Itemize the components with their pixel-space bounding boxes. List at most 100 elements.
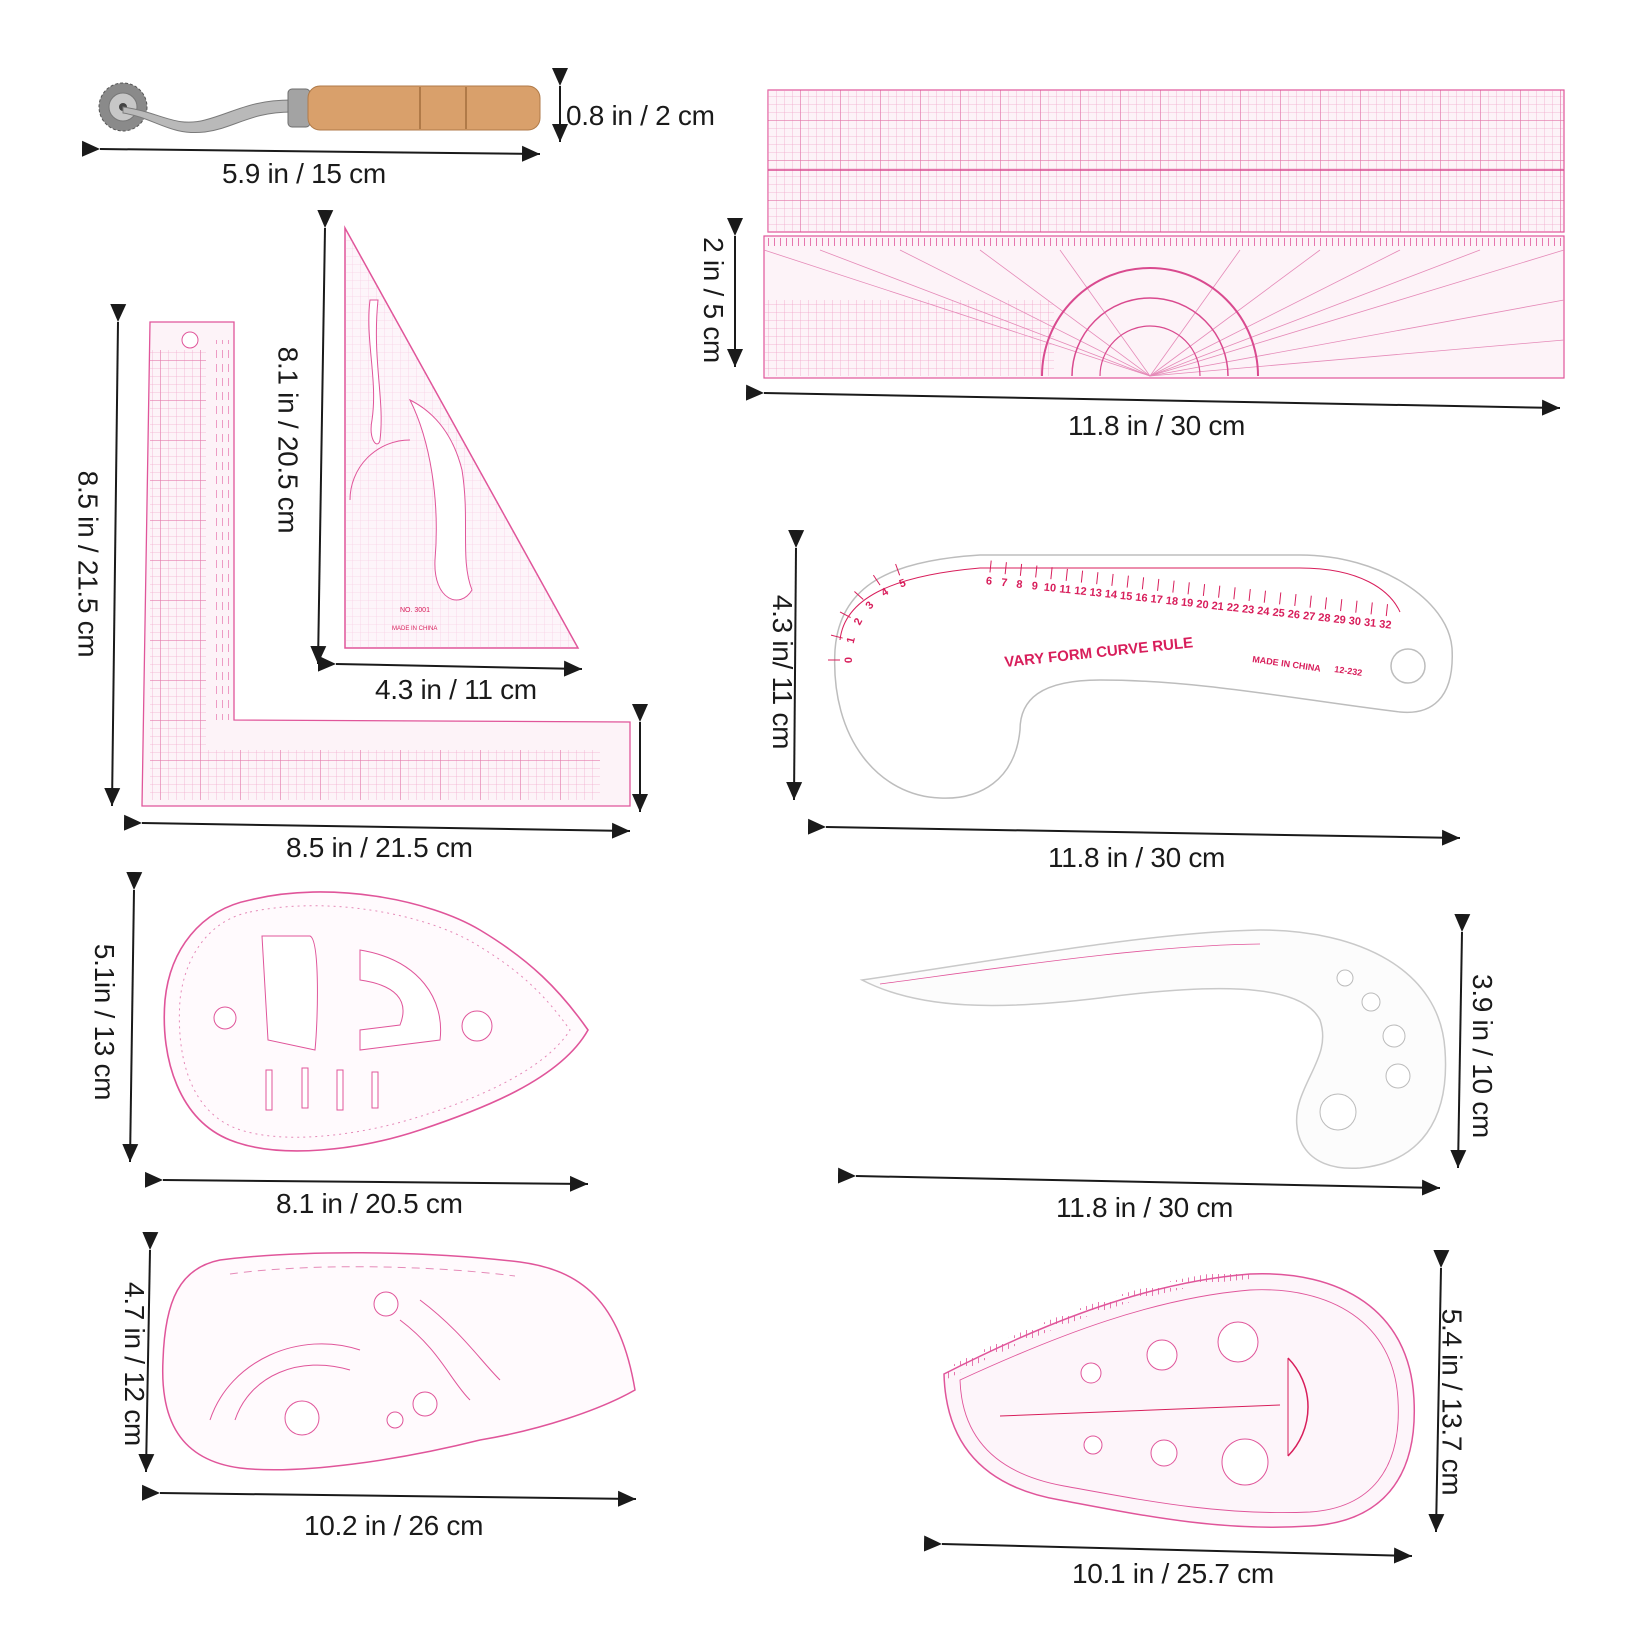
teardrop-width-arrow: [144, 1171, 589, 1192]
vary-form-scale-number: 29: [1333, 613, 1346, 626]
vary-form-scale-tick: [1065, 568, 1068, 581]
teardrop-ruler: [163, 891, 589, 1152]
vary-form-scale-tick: [1263, 590, 1267, 603]
french-curve-width-arrow: [837, 1167, 1441, 1196]
vary-form-scale-number: 5: [898, 577, 908, 590]
vary-form-height-arrow: [786, 529, 805, 801]
vary-form-scale-tick: [1370, 602, 1373, 615]
triangle-model-text: NO. 3001: [400, 607, 430, 614]
vary-form-scale-number: 17: [1150, 593, 1163, 606]
teardrop-height-label: 5.1in / 13 cm: [89, 943, 121, 1101]
vary-form-scale-tick: [1279, 592, 1282, 605]
vary-form-scale-number: 9: [1031, 580, 1038, 593]
armhole-ruler: [943, 1269, 1415, 1528]
armhole-height-label: 5.4 in / 13.7 cm: [1436, 1308, 1468, 1496]
vary-form-scale-tick: [1157, 578, 1160, 591]
vary-form-scale-number: 20: [1196, 598, 1209, 611]
vary-form-height-label: 4.3 in/ 11 cm: [767, 594, 799, 750]
vary-form-scale-tick: [1111, 573, 1114, 586]
vary-form-scale-tick: [1324, 597, 1328, 610]
vary-form-scale-number: 32: [1379, 618, 1392, 631]
vary-form-scale-number: 27: [1302, 610, 1315, 623]
vary-form-scale-number: 25: [1272, 607, 1285, 620]
french-curve-width-label: 11.8 in / 30 cm: [1056, 1192, 1234, 1223]
triangle-ruler: NO. 3001 MADE IN CHINA: [344, 225, 580, 649]
vary-form-scale-number: 12: [1074, 585, 1087, 598]
wave-height-arrow: [138, 1231, 159, 1473]
l-square-ruler: [141, 321, 631, 807]
vary-form-scale-tick: [1202, 583, 1206, 597]
armhole-height-arrow: [1428, 1249, 1450, 1533]
vary-form-scale-number: 18: [1165, 595, 1178, 608]
vary-form-scale-number: 14: [1104, 588, 1118, 601]
wave-width-label: 10.2 in / 26 cm: [304, 1510, 484, 1541]
vary-form-width-label: 11.8 in / 30 cm: [1048, 842, 1226, 873]
vary-form-scale-number: 31: [1363, 617, 1376, 630]
vary-form-scale-tick: [1004, 562, 1007, 575]
vary-form-scale-tick: [1309, 595, 1312, 608]
vary-form-scale-tick: [830, 634, 843, 639]
vary-form-scale-number: 16: [1135, 592, 1148, 605]
triangle-width-arrow: [317, 655, 583, 677]
vary-form-scale-number: 23: [1241, 603, 1254, 616]
vary-form-scale-number: 28: [1318, 612, 1331, 625]
tracing-wheel-length-arrow: [81, 140, 541, 162]
vary-form-scale-tick: [1294, 593, 1297, 607]
tracing-wheel-height-label: 0.8 in / 2 cm: [566, 100, 715, 131]
vary-form-scale-number: 26: [1287, 608, 1300, 621]
vary-form-scale-number: 21: [1211, 600, 1224, 613]
vary-form-scale-tick: [1080, 570, 1084, 583]
vary-form-scale-tick: [1050, 567, 1053, 580]
grid-ruler-bottom: [763, 235, 1565, 379]
vary-form-scale-tick: [1385, 604, 1389, 617]
vary-form-scale-number: 15: [1119, 590, 1132, 603]
grid-ruler-length-arrow: [745, 384, 1561, 416]
tracing-wheel: [98, 82, 541, 134]
vary-form-scale-number: 22: [1226, 602, 1239, 615]
wave-height-label: 4.7 in / 12 cm: [118, 1282, 150, 1446]
triangle-width-label: 4.3 in / 11 cm: [375, 674, 537, 705]
l-square-height-arrow: [104, 303, 127, 807]
vary-form-scale-number: 0: [843, 657, 855, 663]
vary-form-scale-tick: [1355, 600, 1358, 613]
armhole-width-label: 10.1 in / 25.7 cm: [1072, 1558, 1274, 1589]
french-curve-height-arrow: [1450, 913, 1471, 1169]
vary-form-scale-number: 19: [1180, 597, 1193, 610]
vary-form-scale-tick: [1172, 580, 1175, 593]
grid-ruler-height-label: 2 in / 5 cm: [697, 237, 729, 363]
triangle-origin-text: MADE IN CHINA: [392, 626, 437, 632]
vary-form-scale-tick: [854, 591, 864, 600]
armhole-width-arrow: [923, 1535, 1413, 1564]
vary-form-scale-tick: [1019, 563, 1023, 576]
triangle-height-arrow: [310, 209, 334, 665]
vary-form-scale-tick: [1248, 588, 1251, 602]
vary-form-scale-tick: [989, 560, 992, 573]
vary-form-scale-tick: [1035, 565, 1038, 578]
tracing-wheel-length-label: 5.9 in / 15 cm: [222, 158, 386, 189]
l-square-width-label: 8.5 in / 21.5 cm: [286, 832, 473, 863]
vary-form-scale-tick: [1340, 599, 1343, 612]
vary-form-scale-number: 7: [1001, 577, 1008, 590]
vary-form-scale-number: 13: [1089, 587, 1102, 600]
vary-form-scale-tick: [1126, 575, 1129, 588]
triangle-height-label: 8.1 in / 20.5 cm: [272, 346, 304, 534]
wave-ruler: [161, 1252, 636, 1471]
vary-form-scale-tick: [872, 574, 881, 586]
french-curve-height-label: 3.9 in / 10 cm: [1466, 974, 1498, 1138]
vary-form-scale-number: 2: [852, 616, 865, 627]
wave-width-arrow: [141, 1484, 637, 1507]
teardrop-width-label: 8.1 in / 20.5 cm: [276, 1188, 463, 1219]
grid-ruler-top: [767, 89, 1565, 233]
l-square-height-label: 8.5 in / 21.5 cm: [72, 470, 104, 658]
l-square-width-arrow: [123, 814, 631, 839]
vary-form-scale-number: 30: [1348, 615, 1361, 628]
grid-ruler-length-label: 11.8 in / 30 cm: [1068, 410, 1246, 441]
vary-form-scale-tick: [1233, 587, 1236, 600]
vary-form-model: 12-232: [1334, 664, 1363, 678]
vary-form-scale-number: 1: [845, 636, 858, 645]
vary-form-scale-tick: [839, 611, 851, 618]
vary-form-scale-number: 6: [985, 575, 992, 588]
vary-form-width-arrow: [807, 818, 1461, 846]
